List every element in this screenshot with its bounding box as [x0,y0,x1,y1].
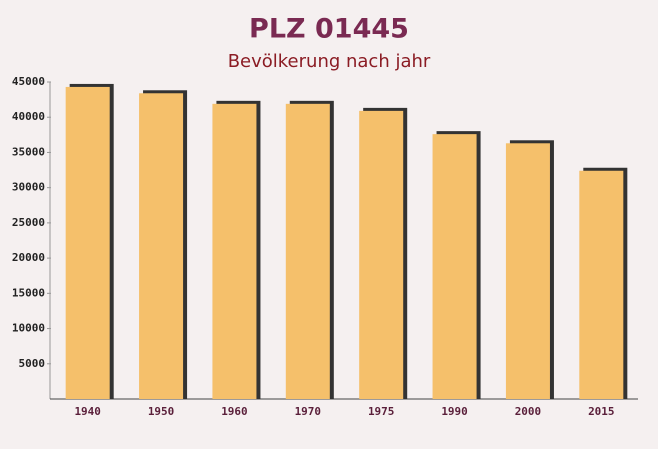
chart-subtitle: Bevölkerung nach jahr [228,51,431,72]
bar [212,103,257,400]
x-tick-label: 1975 [368,405,395,418]
y-tick-label: 45000 [12,75,45,88]
bar [432,134,477,399]
bar [139,93,184,399]
bar [579,170,624,399]
y-tick-label: 35000 [12,145,45,158]
x-tick-label: 1990 [441,405,468,418]
x-tick-label: 1970 [295,405,322,418]
x-tick-label: 2000 [515,405,542,418]
bar [505,143,550,399]
y-tick-label: 40000 [12,110,45,123]
x-tick-label: 2015 [588,405,615,418]
y-tick-label: 20000 [12,251,45,264]
bar [285,103,330,400]
x-tick-label: 1950 [148,405,175,418]
bar [359,110,404,399]
x-tick-label: 1960 [221,405,248,418]
y-tick-label: 10000 [12,322,45,335]
x-tick-label: 1940 [74,405,101,418]
y-tick-label: 25000 [12,216,45,229]
bar [65,86,110,399]
y-tick-label: 30000 [12,181,45,194]
y-tick-label: 15000 [12,286,45,299]
y-tick-label: 5000 [19,357,46,370]
chart-title: PLZ 01445 [249,14,409,45]
